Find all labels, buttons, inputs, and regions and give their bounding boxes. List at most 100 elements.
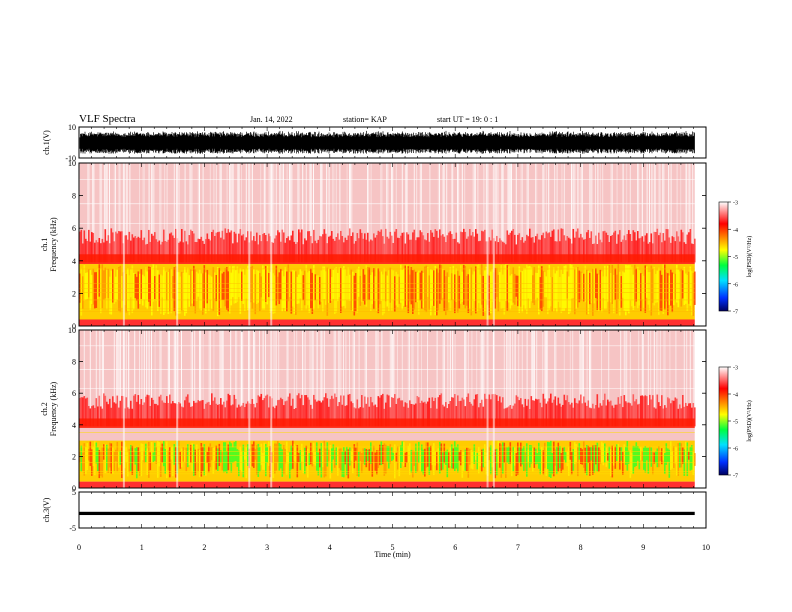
spectrogram-cell xyxy=(610,235,612,263)
spectrogram-cell xyxy=(283,163,284,255)
spectrogram-cell xyxy=(506,447,509,463)
spectrogram-cell xyxy=(346,163,348,255)
spectrogram-cell xyxy=(457,444,459,473)
spectrogram-cell xyxy=(286,441,288,475)
spectrogram-cell xyxy=(89,270,92,310)
spectrogram-cell xyxy=(393,330,395,419)
spectrogram-cell xyxy=(89,408,92,427)
spectrogram-cell xyxy=(550,236,552,263)
spectrogram-cell xyxy=(251,265,254,309)
spectrogram-cell xyxy=(658,267,660,315)
spectrogram-cell xyxy=(109,442,111,468)
spectrogram-cell xyxy=(565,265,567,309)
spectrogram-cell xyxy=(646,396,648,427)
spectrogram-cell xyxy=(637,231,639,263)
spectrogram-cell xyxy=(376,407,378,427)
spectrogram-cell xyxy=(157,241,159,263)
spectrogram-cell xyxy=(602,163,604,255)
spectrogram-cell xyxy=(337,272,339,302)
spectrogram-cell xyxy=(208,401,210,427)
spectrogram-cell xyxy=(419,403,422,427)
spectrogram-cell xyxy=(155,403,158,427)
frequency-tick-label: 10 xyxy=(68,326,76,335)
spectrogram-cell xyxy=(628,450,630,464)
ch1-waveform-line xyxy=(79,130,695,154)
spectrogram-cell xyxy=(335,447,338,466)
spectrogram-cell xyxy=(416,395,419,427)
spectrogram-cell xyxy=(310,236,312,263)
spectrogram-cell xyxy=(460,231,462,263)
spectrogram-cell xyxy=(230,163,232,255)
spectrogram-cell xyxy=(571,163,572,255)
spectrogram-cell xyxy=(347,394,350,427)
spectrogram-cell xyxy=(596,273,599,310)
spectrogram-cell xyxy=(419,450,422,471)
spectrogram-cell xyxy=(292,440,294,469)
spectrogram-cell xyxy=(548,163,550,255)
spectrogram-cell xyxy=(152,163,154,255)
spectrogram-cell xyxy=(238,273,240,298)
spectrogram-cell xyxy=(421,400,423,427)
spectrogram-cell xyxy=(151,233,153,263)
spectrogram-cell xyxy=(340,330,342,419)
spectrogram-cell xyxy=(121,441,123,479)
spectrogram-cell xyxy=(692,451,695,476)
spectrogram-cell xyxy=(484,270,486,313)
spectrogram-cell xyxy=(317,400,320,427)
spectrogram-cell xyxy=(137,447,140,472)
spectrogram-cell xyxy=(79,231,81,263)
spectrogram-cell xyxy=(200,400,203,427)
spectrogram-cell xyxy=(308,453,311,466)
spectrogram-cell xyxy=(583,441,585,468)
spectrogram-cell xyxy=(521,163,523,255)
spectrogram-cell xyxy=(455,406,458,427)
spectrogram-cell xyxy=(316,243,318,263)
spectrogram-cell xyxy=(119,400,122,427)
spectrogram-cell xyxy=(683,266,686,306)
spectrogram-cell xyxy=(389,407,392,427)
spectrogram-cell xyxy=(482,275,485,316)
spectrogram-cell xyxy=(125,446,128,463)
spectrogram-cell xyxy=(569,441,572,460)
spectrogram-cell xyxy=(213,330,215,419)
spectrogram-cell xyxy=(146,448,149,475)
spectrogram-cell xyxy=(422,272,425,308)
spectrogram-cell xyxy=(569,404,572,427)
spectrogram-cell xyxy=(266,394,269,427)
spectrogram-cell xyxy=(88,406,90,427)
spectrogram-cell xyxy=(134,394,137,427)
spectrogram-cell xyxy=(543,163,545,255)
spectrogram-cell xyxy=(316,275,318,300)
spectrogram-cell xyxy=(656,228,659,263)
channel-label: ch.2 xyxy=(40,402,49,416)
spectrogram-cell xyxy=(572,330,574,419)
spectrogram-cell xyxy=(376,330,378,419)
spectrogram-cell xyxy=(454,274,456,314)
spectrogram-cell xyxy=(371,451,374,477)
spectrogram-cell xyxy=(334,393,336,427)
spectrogram-cell xyxy=(358,408,360,427)
spectrogram-cell xyxy=(242,269,245,304)
spectrogram-cell xyxy=(274,238,276,263)
spectrogram-cell xyxy=(140,230,143,263)
spectrogram-cell xyxy=(538,239,540,263)
spectrogram-cell xyxy=(86,397,89,427)
frequency-tick-label: 0 xyxy=(72,484,76,493)
spectrogram-cell xyxy=(506,330,508,419)
spectrogram-cell xyxy=(241,451,243,473)
spectrogram-cell xyxy=(404,243,407,263)
spectrogram-cell xyxy=(166,241,168,263)
spectrogram-cell xyxy=(485,241,488,263)
spectrogram-cell xyxy=(227,444,230,471)
spectrogram-cell xyxy=(292,269,294,307)
spectrogram-cell xyxy=(206,402,209,427)
spectrogram-cell xyxy=(326,398,329,427)
spectrogram-cell xyxy=(238,404,240,427)
spectrogram-cell xyxy=(286,163,288,255)
spectrogram-cell xyxy=(356,268,359,313)
spectrogram-cell xyxy=(590,330,592,419)
spectrogram-cell xyxy=(517,396,519,427)
spectrogram-cell xyxy=(460,400,462,427)
spectrogram-cell xyxy=(548,265,551,310)
